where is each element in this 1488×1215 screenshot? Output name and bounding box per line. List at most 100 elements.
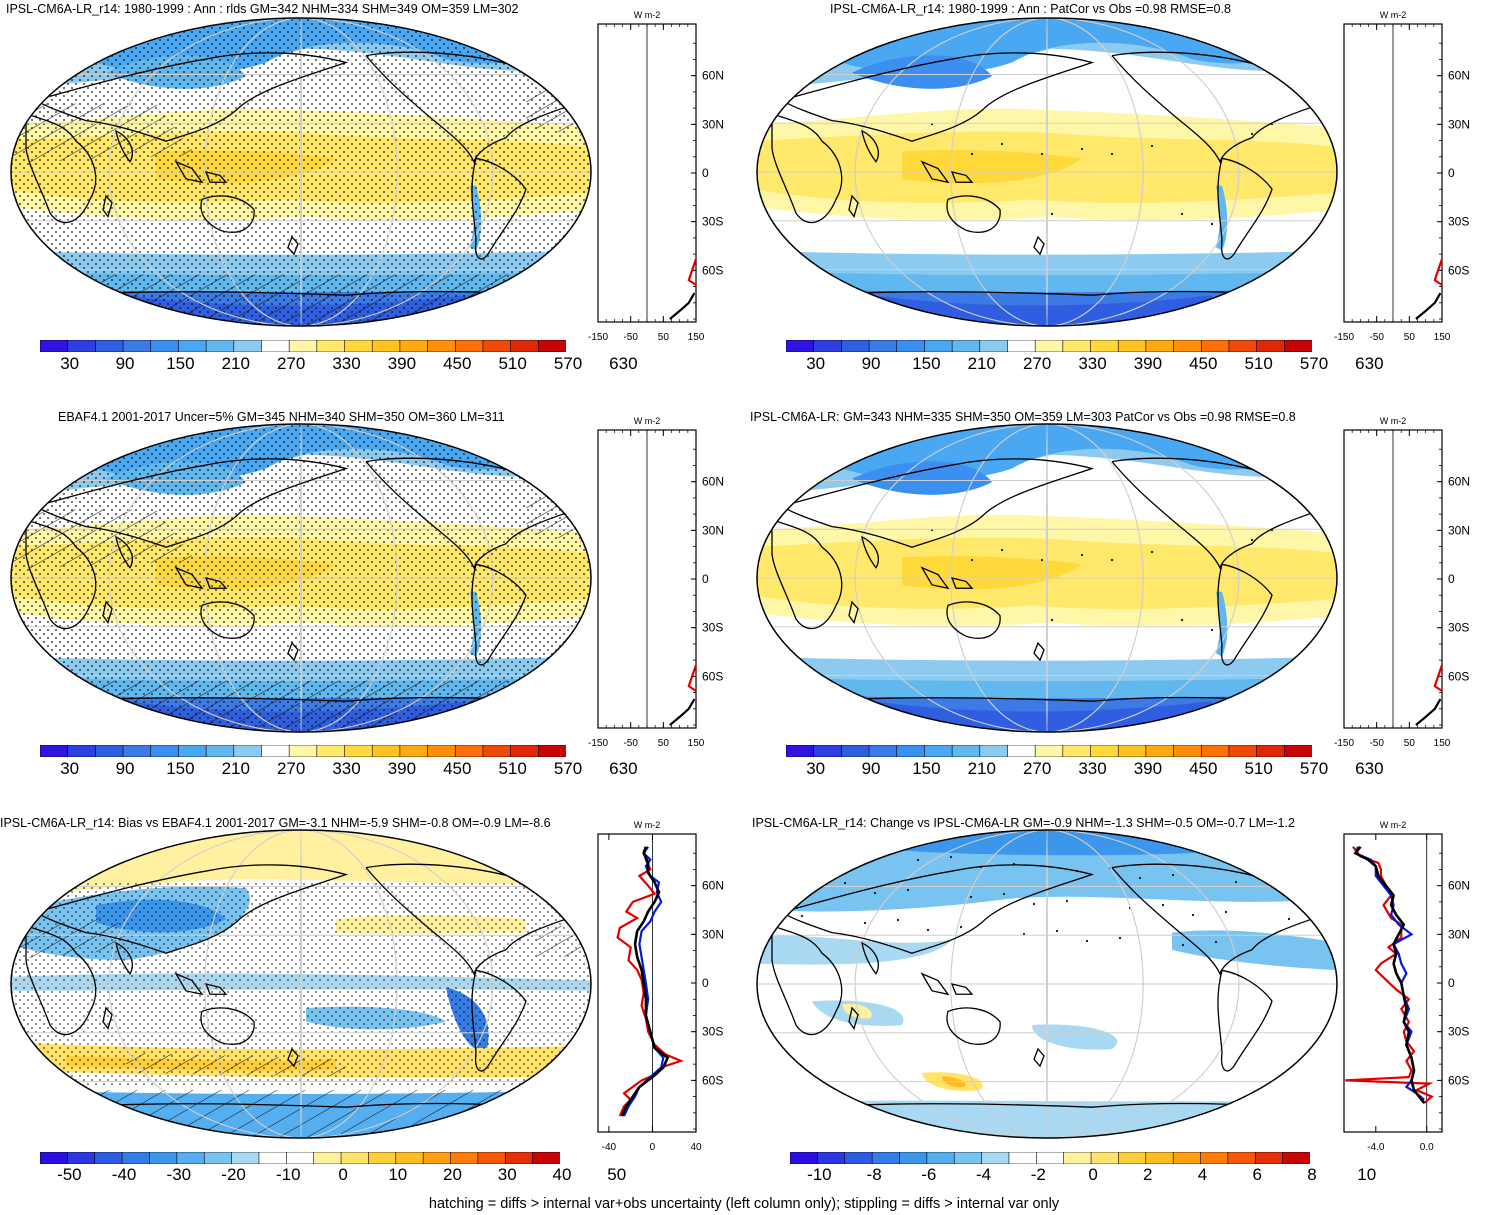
map: [756, 423, 1338, 733]
colorbar-tick-label: 330: [332, 354, 361, 373]
colorbar-tick-label: 390: [1133, 354, 1163, 373]
coastline: [946, 601, 1001, 639]
stipple-dot: [1277, 847, 1281, 851]
profile-line-black: [1415, 292, 1442, 320]
colorbar-swatch: [1036, 1152, 1065, 1164]
stipple-dot: [1080, 553, 1084, 557]
profile-y-tick-label: 60S: [702, 669, 723, 683]
stipple-dot: [810, 884, 814, 888]
profile-x-tick-label: -50: [1369, 738, 1384, 749]
stipple-dot: [959, 925, 963, 929]
coastline: [174, 972, 204, 996]
colorbar-swatch: [1173, 745, 1202, 757]
stipple-dot: [916, 858, 920, 862]
colorbar-swatch: [94, 1152, 123, 1164]
profile-y-tick-label: 60S: [702, 1073, 723, 1087]
coastline: [25, 518, 97, 630]
coastline: [1033, 1047, 1045, 1068]
colorbar-swatch: [122, 340, 152, 352]
colorbar-swatch: [841, 745, 870, 757]
colorbar-swatch: [203, 1152, 233, 1164]
colorbar-tick-label: 390: [387, 759, 417, 778]
coastline: [1111, 51, 1324, 164]
coastline: [471, 563, 527, 666]
colorbar-tick-label: 8: [1307, 1165, 1317, 1184]
stipple-dot: [1180, 212, 1184, 216]
colorbar-swatch: [316, 745, 346, 757]
colorbar-swatch: [1200, 745, 1230, 757]
profile-x-tick-label: 50: [1404, 738, 1416, 749]
colorbar-swatch: [538, 745, 566, 757]
profile-x-tick-label: 0.0: [1420, 1142, 1434, 1153]
colorbar-swatch: [1284, 340, 1312, 352]
profile-y-tick-label: 60S: [702, 263, 723, 277]
stipple-dot: [1287, 917, 1291, 921]
coastline: [365, 51, 578, 164]
profile-line-black: [1353, 845, 1426, 1104]
meridian-line: [204, 18, 398, 326]
colorbar-swatch: [1145, 340, 1175, 352]
panel-title: IPSL-CM6A-LR: GM=343 NHM=335 SHM=350 OM=…: [750, 410, 1296, 424]
profile-y-tick-label: 30S: [702, 215, 723, 229]
coastline: [848, 600, 859, 624]
profile-frame: [1343, 833, 1443, 1133]
colorbar-labels: 30 90 150 210 270 330 390 450 510 570 630: [786, 759, 1383, 781]
profile-y-tick-label: 30N: [702, 523, 724, 537]
colorbar-swatch: [450, 1152, 479, 1164]
colorbar-swatch: [924, 340, 953, 352]
stipple-dot: [1065, 899, 1069, 903]
colorbar-swatch: [95, 745, 124, 757]
profile-unit-label: W m-2: [1380, 416, 1407, 426]
colorbar-swatch: [1145, 745, 1175, 757]
colorbar-swatch: [532, 1152, 560, 1164]
colorbar-swatch: [261, 745, 290, 757]
coastline: [1033, 641, 1045, 662]
map: [10, 423, 592, 733]
colorbar-tick-label: 40: [552, 1165, 572, 1184]
colorbar-swatch: [1007, 745, 1036, 757]
colorbar-tick-label: 90: [115, 354, 135, 373]
coastline: [115, 129, 133, 163]
coastline: [920, 972, 950, 996]
colorbar-tick-label: 630: [609, 354, 638, 373]
stipple-dot: [1085, 939, 1089, 943]
meridian-line: [300, 830, 302, 1138]
meridian-line: [300, 424, 302, 732]
profile-y-tick-label: 60S: [1448, 1073, 1469, 1087]
coastline: [204, 983, 228, 995]
meridian-line: [950, 424, 1144, 732]
colorbar-tick-label: 270: [1022, 354, 1052, 373]
colorbar-swatch: [40, 340, 69, 352]
profile-y-tick-label: 0: [1448, 976, 1455, 990]
siberia: [852, 55, 992, 89]
profile-y-tick-label: 60N: [702, 879, 724, 893]
stipple-dot: [790, 844, 794, 848]
colorbar-swatch: [1228, 745, 1258, 757]
colorbar-swatch: [233, 745, 263, 757]
colorbar-tick-label: 4: [1197, 1165, 1208, 1184]
stipple-dot: [1118, 936, 1122, 940]
colorbar-swatch: [1117, 745, 1147, 757]
map-frame: [756, 17, 1338, 327]
coastline: [102, 1006, 113, 1030]
profile-line-red: [687, 258, 698, 286]
colorbar-swatch: [258, 1152, 287, 1164]
colorbar-swatch: [813, 340, 842, 352]
profile-x-tick-label: 50: [658, 332, 670, 343]
colorbar-swatch: [399, 745, 429, 757]
coastline: [781, 52, 1095, 142]
profile-x-tick-label: 40: [690, 1142, 702, 1153]
panel-title: IPSL-CM6A-LR_r14: 1980-1999 : Ann : rlds…: [6, 2, 519, 16]
coastline: [946, 195, 1001, 233]
colorbar-swatch: [482, 340, 512, 352]
profile-y-tick-label: 0: [702, 572, 709, 586]
profile-y-tick-label: 60N: [702, 69, 724, 83]
colorbar-tick-label: 30: [60, 759, 80, 778]
meridian-line: [300, 18, 302, 326]
profile-unit-label: W m-2: [634, 416, 661, 426]
coastline: [1217, 157, 1273, 260]
stipple-dot: [1150, 144, 1154, 148]
colorbar-swatch: [313, 1152, 342, 1164]
colorbar-tick-label: 210: [221, 354, 250, 373]
colorbar-tick-label: -4: [976, 1165, 992, 1184]
